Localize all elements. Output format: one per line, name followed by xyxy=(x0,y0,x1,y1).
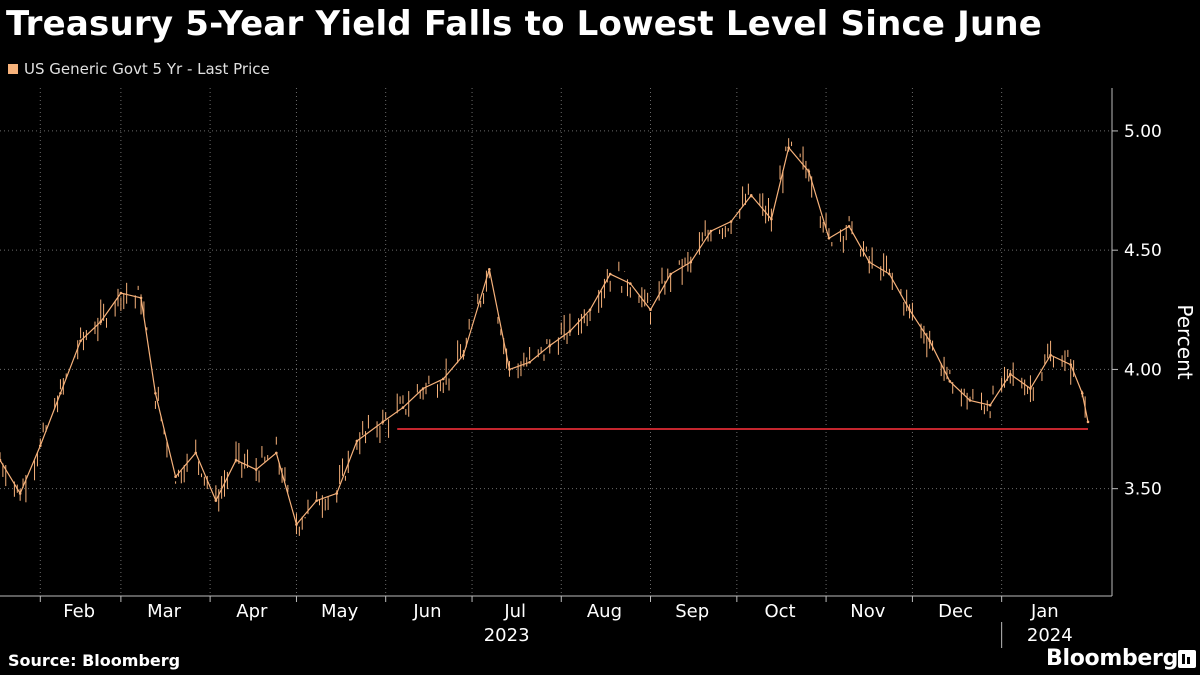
data-point xyxy=(629,282,632,285)
data-point xyxy=(254,468,258,471)
data-point xyxy=(988,403,992,407)
data-point xyxy=(295,523,298,526)
data-point xyxy=(194,451,198,455)
data-point xyxy=(709,229,713,233)
data-point xyxy=(59,391,62,395)
legend: US Generic Govt 5 Yr - Last Price xyxy=(8,60,270,78)
data-point xyxy=(0,458,2,462)
y-tick-label: 5.00 xyxy=(1124,122,1162,142)
data-point xyxy=(649,308,652,312)
x-tick-label: Jan xyxy=(1030,601,1059,622)
y-axis-title: Percent xyxy=(1173,304,1197,379)
bloomberg-terminal-icon xyxy=(1178,650,1196,668)
data-point xyxy=(214,499,218,502)
data-point xyxy=(441,377,445,381)
series-line xyxy=(0,146,1089,526)
x-year-label: 2024 xyxy=(1027,625,1073,646)
data-point xyxy=(1008,372,1012,376)
x-tick-label: Dec xyxy=(938,601,973,622)
data-point xyxy=(928,339,931,343)
x-tick-label: Nov xyxy=(850,601,885,622)
data-point xyxy=(1029,387,1032,390)
data-point xyxy=(174,475,177,479)
data-point xyxy=(38,444,42,448)
data-point xyxy=(548,344,552,347)
x-tick-label: Apr xyxy=(236,601,268,622)
data-point xyxy=(807,170,811,173)
data-point xyxy=(867,260,871,264)
y-tick-label: 3.50 xyxy=(1124,480,1162,500)
data-point xyxy=(1080,391,1084,395)
x-tick-label: Sep xyxy=(675,601,709,622)
data-point xyxy=(1069,363,1073,366)
data-point xyxy=(749,194,753,197)
x-tick-label: Jul xyxy=(503,601,526,622)
data-point xyxy=(119,291,123,295)
data-point xyxy=(401,406,405,409)
data-point xyxy=(528,360,531,364)
data-point xyxy=(421,387,425,390)
data-point xyxy=(948,380,952,383)
x-year-label: 2023 xyxy=(484,625,530,646)
data-point xyxy=(1049,353,1052,357)
data-point xyxy=(99,320,103,324)
data-point xyxy=(968,399,972,402)
data-point xyxy=(335,492,339,495)
source-note: Source: Bloomberg xyxy=(8,651,181,670)
data-point xyxy=(908,308,911,312)
data-point xyxy=(18,492,22,495)
data-point xyxy=(729,220,733,223)
data-point xyxy=(462,353,465,357)
x-tick-label: Feb xyxy=(63,601,95,622)
data-point xyxy=(355,439,359,443)
x-tick-label: Aug xyxy=(587,601,622,622)
legend-swatch xyxy=(8,64,18,74)
x-tick-label: Oct xyxy=(764,601,795,622)
data-point xyxy=(508,368,511,371)
data-point xyxy=(588,308,592,312)
bloomberg-logo: Bloomberg xyxy=(1046,646,1179,671)
data-point xyxy=(275,451,278,455)
data-point xyxy=(315,499,318,502)
x-tick-label: Jun xyxy=(412,601,441,622)
y-tick-label: 4.50 xyxy=(1124,241,1162,261)
x-tick-label: May xyxy=(321,601,359,622)
data-point xyxy=(154,391,157,395)
data-point xyxy=(847,225,851,228)
data-point xyxy=(787,146,790,149)
data-point xyxy=(608,272,612,276)
data-point xyxy=(381,420,385,424)
data-point xyxy=(770,217,773,221)
data-point xyxy=(568,329,572,333)
data-point xyxy=(888,272,891,276)
data-point xyxy=(669,272,672,276)
x-tick-label: Mar xyxy=(147,601,182,622)
data-point xyxy=(139,296,143,300)
data-point xyxy=(234,458,238,462)
chart-title: Treasury 5-Year Yield Falls to Lowest Le… xyxy=(6,4,1043,44)
data-point xyxy=(488,267,491,271)
data-point xyxy=(79,339,82,343)
data-point xyxy=(827,236,831,240)
data-point xyxy=(689,260,693,264)
data-point xyxy=(1086,420,1090,424)
legend-label: US Generic Govt 5 Yr - Last Price xyxy=(24,60,270,78)
y-tick-label: 4.00 xyxy=(1124,360,1162,380)
